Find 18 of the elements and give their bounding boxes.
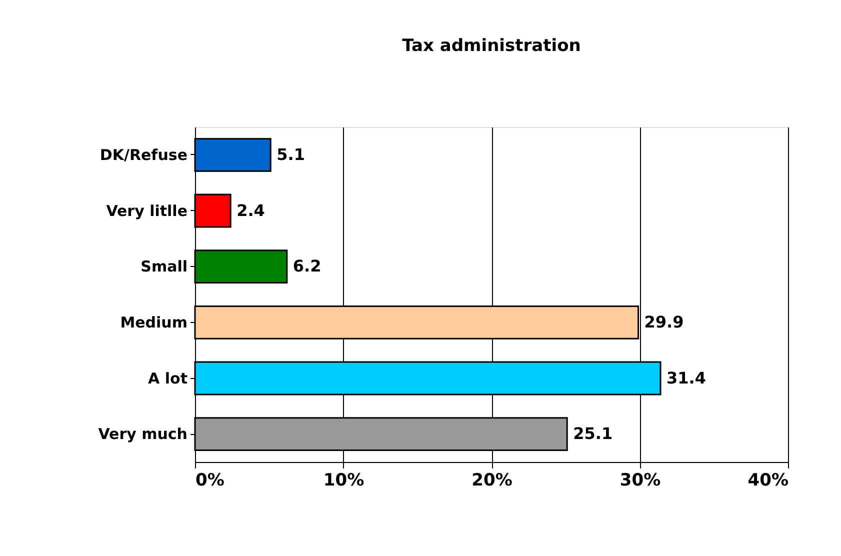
- y-tick-label: A lot: [148, 369, 188, 388]
- data-label: 2.4: [236, 200, 265, 220]
- y-tick-label: DK/Refuse: [100, 146, 188, 164]
- x-tick-label: 30%: [620, 470, 661, 490]
- x-tick-label: 0%: [196, 470, 224, 490]
- data-label: 6.2: [292, 256, 322, 276]
- y-tick-label: Very much: [98, 425, 188, 444]
- data-label: 31.4: [666, 368, 706, 388]
- data-label: 5.1: [276, 144, 305, 164]
- x-tick-label: 20%: [472, 470, 512, 490]
- y-tick-label: Medium: [120, 313, 188, 332]
- x-tick-label: 40%: [748, 470, 788, 490]
- data-label: 25.1: [573, 424, 613, 444]
- x-tick-label: 10%: [323, 470, 364, 490]
- y-tick-label: Small: [140, 258, 188, 276]
- chart-title: Tax administration: [402, 36, 581, 56]
- y-tick-label: Very litlle: [106, 202, 188, 220]
- data-label: 29.9: [644, 312, 684, 332]
